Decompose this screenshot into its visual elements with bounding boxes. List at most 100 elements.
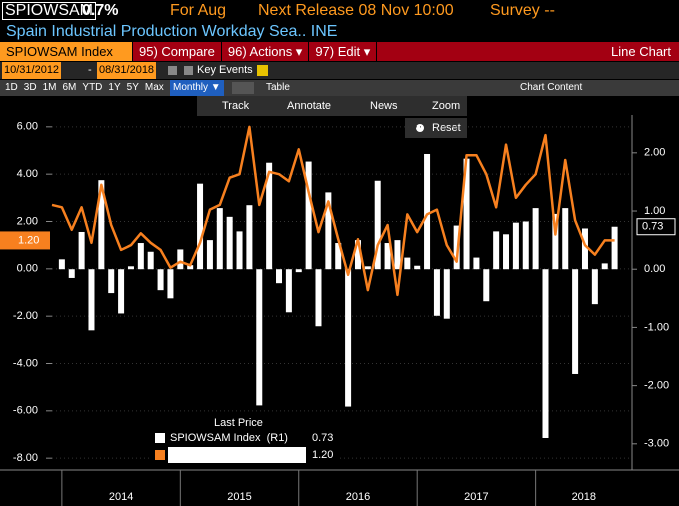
- legend-label: SPIOWSAM Index (R1): [170, 432, 288, 444]
- toolbar-button[interactable]: 95) Compare: [133, 42, 222, 61]
- x-tick-label: 2015: [227, 491, 251, 503]
- calendar-icon[interactable]: [168, 66, 177, 75]
- chart-content[interactable]: Chart Content: [520, 82, 583, 93]
- tool-bar: [197, 96, 467, 116]
- bar: [601, 263, 608, 270]
- bar: [216, 208, 223, 270]
- bar: [364, 266, 371, 270]
- tool-button[interactable]: Track: [222, 100, 250, 112]
- bar: [206, 240, 213, 270]
- chart-type[interactable]: Line Chart: [611, 44, 671, 59]
- bar: [147, 251, 154, 270]
- bar: [552, 213, 559, 270]
- legend-title: Last Price: [214, 417, 263, 429]
- y-tick-label: 2.00: [17, 215, 38, 227]
- legend-value: 0.73: [312, 432, 333, 444]
- tools: Track Annotate News Zoom: [222, 100, 460, 112]
- bar: [562, 208, 569, 270]
- bar: [591, 269, 598, 305]
- y2-tick-label: 2.00: [644, 147, 665, 159]
- start-date[interactable]: 10/31/2012: [2, 62, 62, 79]
- reset[interactable]: Reset: [432, 122, 461, 134]
- chart-icon[interactable]: [232, 82, 254, 94]
- bar: [473, 257, 480, 270]
- bar: [433, 269, 440, 316]
- bar: [424, 153, 431, 270]
- legend-label: SPIOWSAY Index (L1): [170, 449, 283, 461]
- bar: [88, 269, 95, 331]
- bar: [108, 269, 115, 294]
- tool-button[interactable]: Zoom: [432, 100, 460, 112]
- period-button[interactable]: 6M: [62, 82, 77, 93]
- y2-tick-label: 1.00: [644, 205, 665, 217]
- bar: [414, 265, 421, 270]
- last-value-label: 0.73: [642, 221, 663, 233]
- bar: [453, 225, 460, 270]
- ticker: SPIOWSAM: [2, 2, 97, 20]
- frequency[interactable]: Monthly ▼: [170, 80, 224, 96]
- period-button[interactable]: 5Y: [126, 82, 139, 93]
- period-button[interactable]: 1Y: [108, 82, 121, 93]
- period-button[interactable]: 1D: [5, 82, 18, 93]
- date-separator: -: [88, 64, 92, 76]
- last-value-box: [0, 231, 50, 250]
- period-button[interactable]: YTD: [82, 82, 103, 93]
- legend-value: 1.20: [312, 449, 333, 461]
- legend-swatch: [155, 450, 165, 460]
- key-events[interactable]: Key Events: [197, 64, 253, 76]
- y-tick-label: -6.00: [13, 405, 38, 417]
- bar: [325, 192, 332, 270]
- bar: [404, 257, 411, 270]
- period-button[interactable]: 3D: [23, 82, 37, 93]
- tool-button[interactable]: News: [370, 100, 398, 112]
- period-button[interactable]: 1M: [42, 82, 57, 93]
- period-button[interactable]: Max: [144, 82, 164, 93]
- last-value-box: [636, 218, 676, 236]
- bar: [493, 231, 500, 270]
- period-row: 1D 3D 1M 6M YTD 1Y 5Y Max Monthly ▼ Table Chart…: [0, 80, 679, 96]
- checkbox[interactable]: [184, 66, 193, 75]
- bar: [315, 269, 322, 327]
- bar: [542, 269, 549, 438]
- bar: [305, 161, 312, 270]
- bar: [443, 269, 450, 319]
- toolbar-button[interactable]: 97) Edit ▾: [309, 42, 378, 61]
- info-icon[interactable]: [257, 65, 268, 76]
- date-row: 10/31/2012 - 08/31/2018 Key Events: [0, 62, 679, 79]
- toolbar-button[interactable]: 96) Actions ▾: [222, 42, 310, 61]
- x-tick-label: 2018: [572, 491, 596, 503]
- bar: [118, 269, 125, 314]
- legend-highlight: [168, 447, 306, 463]
- x-tick-label: 2016: [346, 491, 370, 503]
- period: For Aug: [170, 2, 227, 19]
- y2-tick-label: -1.00: [644, 321, 669, 333]
- period-group: 1D 3D 1M 6M YTD 1Y 5Y Max: [2, 80, 167, 96]
- bar: [503, 234, 510, 270]
- bar: [68, 269, 75, 278]
- bar: [197, 183, 204, 270]
- y2-tick-label: 0.00: [644, 263, 665, 275]
- last-value: 0.7%: [82, 2, 119, 19]
- bar: [581, 228, 588, 270]
- y2-tick-label: -3.00: [644, 438, 669, 450]
- button-group: 95) Compare 96) Actions ▾ 97) Edit ▾: [133, 42, 378, 61]
- bar: [463, 158, 470, 270]
- y-tick-label: 4.00: [17, 168, 38, 180]
- security[interactable]: SPIOWSAM Index: [0, 42, 133, 61]
- bar: [137, 243, 144, 270]
- bar: [187, 265, 194, 270]
- bar: [98, 180, 105, 270]
- legend-swatch: [155, 433, 165, 443]
- y-tick-label: -8.00: [13, 452, 38, 464]
- bar: [256, 269, 263, 406]
- bar: [157, 269, 164, 291]
- bar: [236, 231, 243, 270]
- tool-button[interactable]: Annotate: [287, 100, 331, 112]
- table[interactable]: Table: [266, 82, 290, 93]
- last-value-label: 1.20: [18, 234, 39, 246]
- bar: [335, 243, 342, 270]
- x-tick-label: 2017: [464, 491, 488, 503]
- bar: [512, 222, 519, 270]
- y-tick-label: -4.00: [13, 357, 38, 369]
- end-date[interactable]: 08/31/2018: [97, 62, 157, 79]
